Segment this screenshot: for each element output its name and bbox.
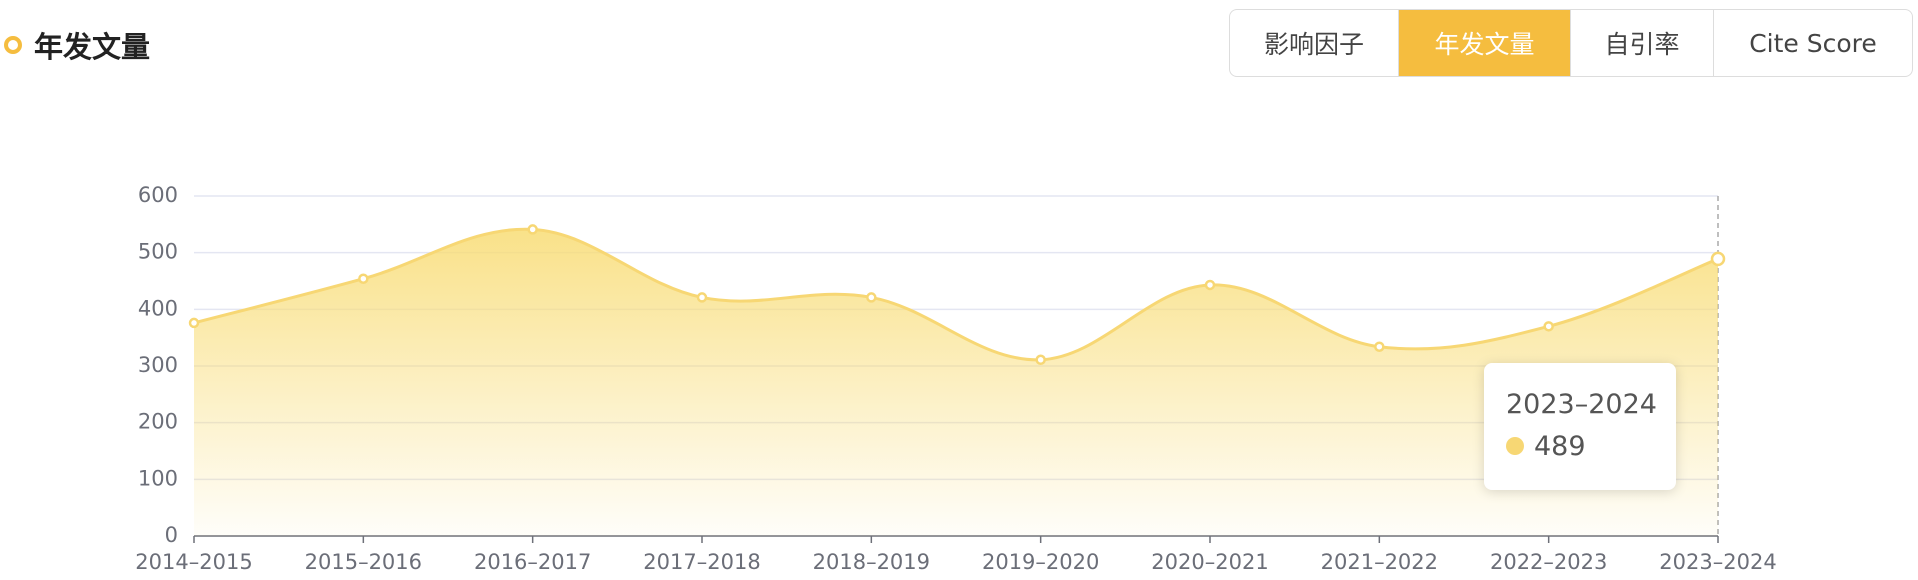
x-tick-label: 2022–2023 — [1490, 550, 1607, 574]
x-tick-label: 2016–2017 — [474, 550, 591, 574]
section-header: 年发文量 — [4, 24, 150, 66]
tab-group: 影响因子 年发文量 自引率 Cite Score — [1229, 9, 1913, 77]
y-tick-label: 300 — [138, 353, 178, 377]
tooltip-value: 489 — [1534, 431, 1586, 462]
tab[interactable]: 年发文量 — [1399, 10, 1571, 76]
x-tick-label: 2023–2024 — [1659, 550, 1776, 574]
x-tick-label: 2017–2018 — [643, 550, 760, 574]
y-tick-label: 0 — [165, 523, 178, 547]
x-tick-label: 2020–2021 — [1151, 550, 1268, 574]
x-tick-label: 2021–2022 — [1321, 550, 1438, 574]
point — [1710, 251, 1726, 267]
x-tick-label: 2018–2019 — [813, 550, 930, 574]
line — [193, 227, 1719, 362]
y-tick-label: 500 — [138, 240, 178, 264]
tooltip-dot — [1506, 437, 1524, 455]
y-tick-label: 600 — [138, 183, 178, 207]
x-tick-label: 2015–2016 — [305, 550, 422, 574]
area — [194, 229, 1718, 537]
tab[interactable]: Cite Score — [1749, 28, 1877, 58]
tab[interactable]: 影响因子 — [1230, 10, 1399, 76]
x-tick-label: 2019–2020 — [982, 550, 1099, 574]
tooltip: 2023–2024 489 — [1484, 363, 1676, 490]
point — [188, 317, 200, 329]
point — [1543, 321, 1554, 332]
tab[interactable]: 自引率 — [1571, 10, 1714, 76]
section-title: 年发文量 — [34, 30, 151, 64]
title-dot — [4, 36, 22, 54]
y-tick-label: 100 — [138, 466, 178, 490]
y-tick-label: 200 — [138, 410, 178, 434]
point — [696, 292, 708, 303]
point — [866, 292, 877, 303]
point — [1204, 279, 1216, 291]
point — [358, 273, 369, 284]
point — [1035, 354, 1046, 366]
y-tick-label: 400 — [138, 296, 178, 320]
tooltip-title: 2023–2024 — [1506, 389, 1657, 420]
x-tick-label: 2014–2015 — [135, 550, 252, 574]
point — [527, 224, 538, 235]
point — [1374, 341, 1385, 352]
